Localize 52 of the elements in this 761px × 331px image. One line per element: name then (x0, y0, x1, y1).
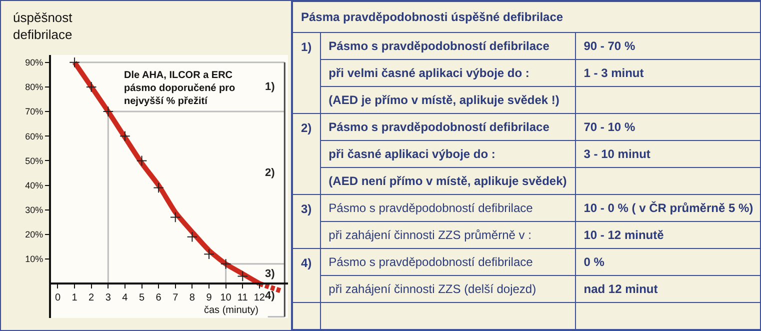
text: (AED není přímo v místě, aplikuje svědek) (320, 168, 576, 195)
y-tick-label: 50% (25, 156, 44, 166)
x-tick-label: 2 (88, 292, 95, 304)
x-tick-label: 4 (122, 292, 128, 304)
annotation: Dle AHA, ILCOR a ERC pásmo doporučené pro nejvyšší % přežití (124, 70, 236, 107)
annotation: 4) (265, 290, 276, 302)
annotation: 2) (265, 167, 276, 179)
x-tick-label: 6 (156, 292, 162, 304)
x-tick-label: 9 (206, 292, 212, 304)
text: 3) (292, 194, 320, 248)
y-tick-label: 20% (25, 230, 44, 240)
text: 3 - 10 minut (575, 140, 761, 168)
x-tick-label: 12 (254, 292, 266, 304)
x-tick-label: 11 (237, 292, 248, 304)
text: nad 12 minut (575, 275, 761, 302)
text: 1) (292, 32, 320, 114)
text: 4) (292, 248, 320, 302)
text: Pásma pravděpodobnosti úspěšné defibrilace (292, 2, 761, 33)
x-tick-label: 8 (189, 292, 196, 304)
x-tick-label: 3 (105, 292, 112, 304)
text: 0 % (575, 248, 761, 276)
y-tick-label: 10% (25, 254, 44, 264)
x-tick-label: 5 (138, 292, 145, 304)
text: Pásmo s pravděpodobností defibrilace (320, 114, 576, 141)
y-tick-label: 90% (25, 58, 44, 68)
y-tick-label: 30% (25, 205, 44, 215)
text: 2) (292, 114, 320, 195)
x-tick-label: 0 (54, 292, 61, 304)
text: 1 - 3 minut (575, 60, 761, 87)
text: 10 - 12 minutě (575, 222, 761, 248)
x-axis-title: čas (minuty) (204, 305, 258, 316)
text: při časné aplikaci výboje do : (320, 140, 576, 168)
text: 70 - 10 % (575, 114, 761, 141)
text: 90 - 70 % (575, 32, 761, 60)
y-tick-label: 70% (25, 106, 44, 117)
text: Pásmo s pravděpodobností defibrilace (320, 194, 576, 222)
text: (AED je přímo v místě, aplikuje svědek !) (320, 86, 576, 114)
y-tick-label: 80% (25, 82, 44, 92)
text: při velmi časné aplikaci výboje do : (320, 60, 576, 87)
text: při zahájení činnosti ZZS průměrně v : (320, 222, 576, 248)
annotation: 1) (265, 81, 276, 93)
y-axis-title: úspěšnost defibrilace (13, 10, 73, 42)
x-tick-label: 7 (172, 292, 179, 304)
y-tick-label: 40% (25, 180, 44, 190)
y-tick-label: 60% (25, 131, 44, 142)
x-tick-label: 1 (72, 292, 78, 304)
x-tick-label: 10 (220, 292, 232, 304)
text: 10 - 0 % ( v ČR průměrně 5 %) (575, 194, 761, 222)
text: Pásmo s pravděpodobností defibrilace (320, 248, 576, 276)
annotation: 3) (265, 268, 276, 280)
text: při zahájení činnosti ZZS (delší dojezd) (320, 275, 576, 302)
text: Pásmo s pravděpodobností defibrilace (320, 32, 576, 60)
